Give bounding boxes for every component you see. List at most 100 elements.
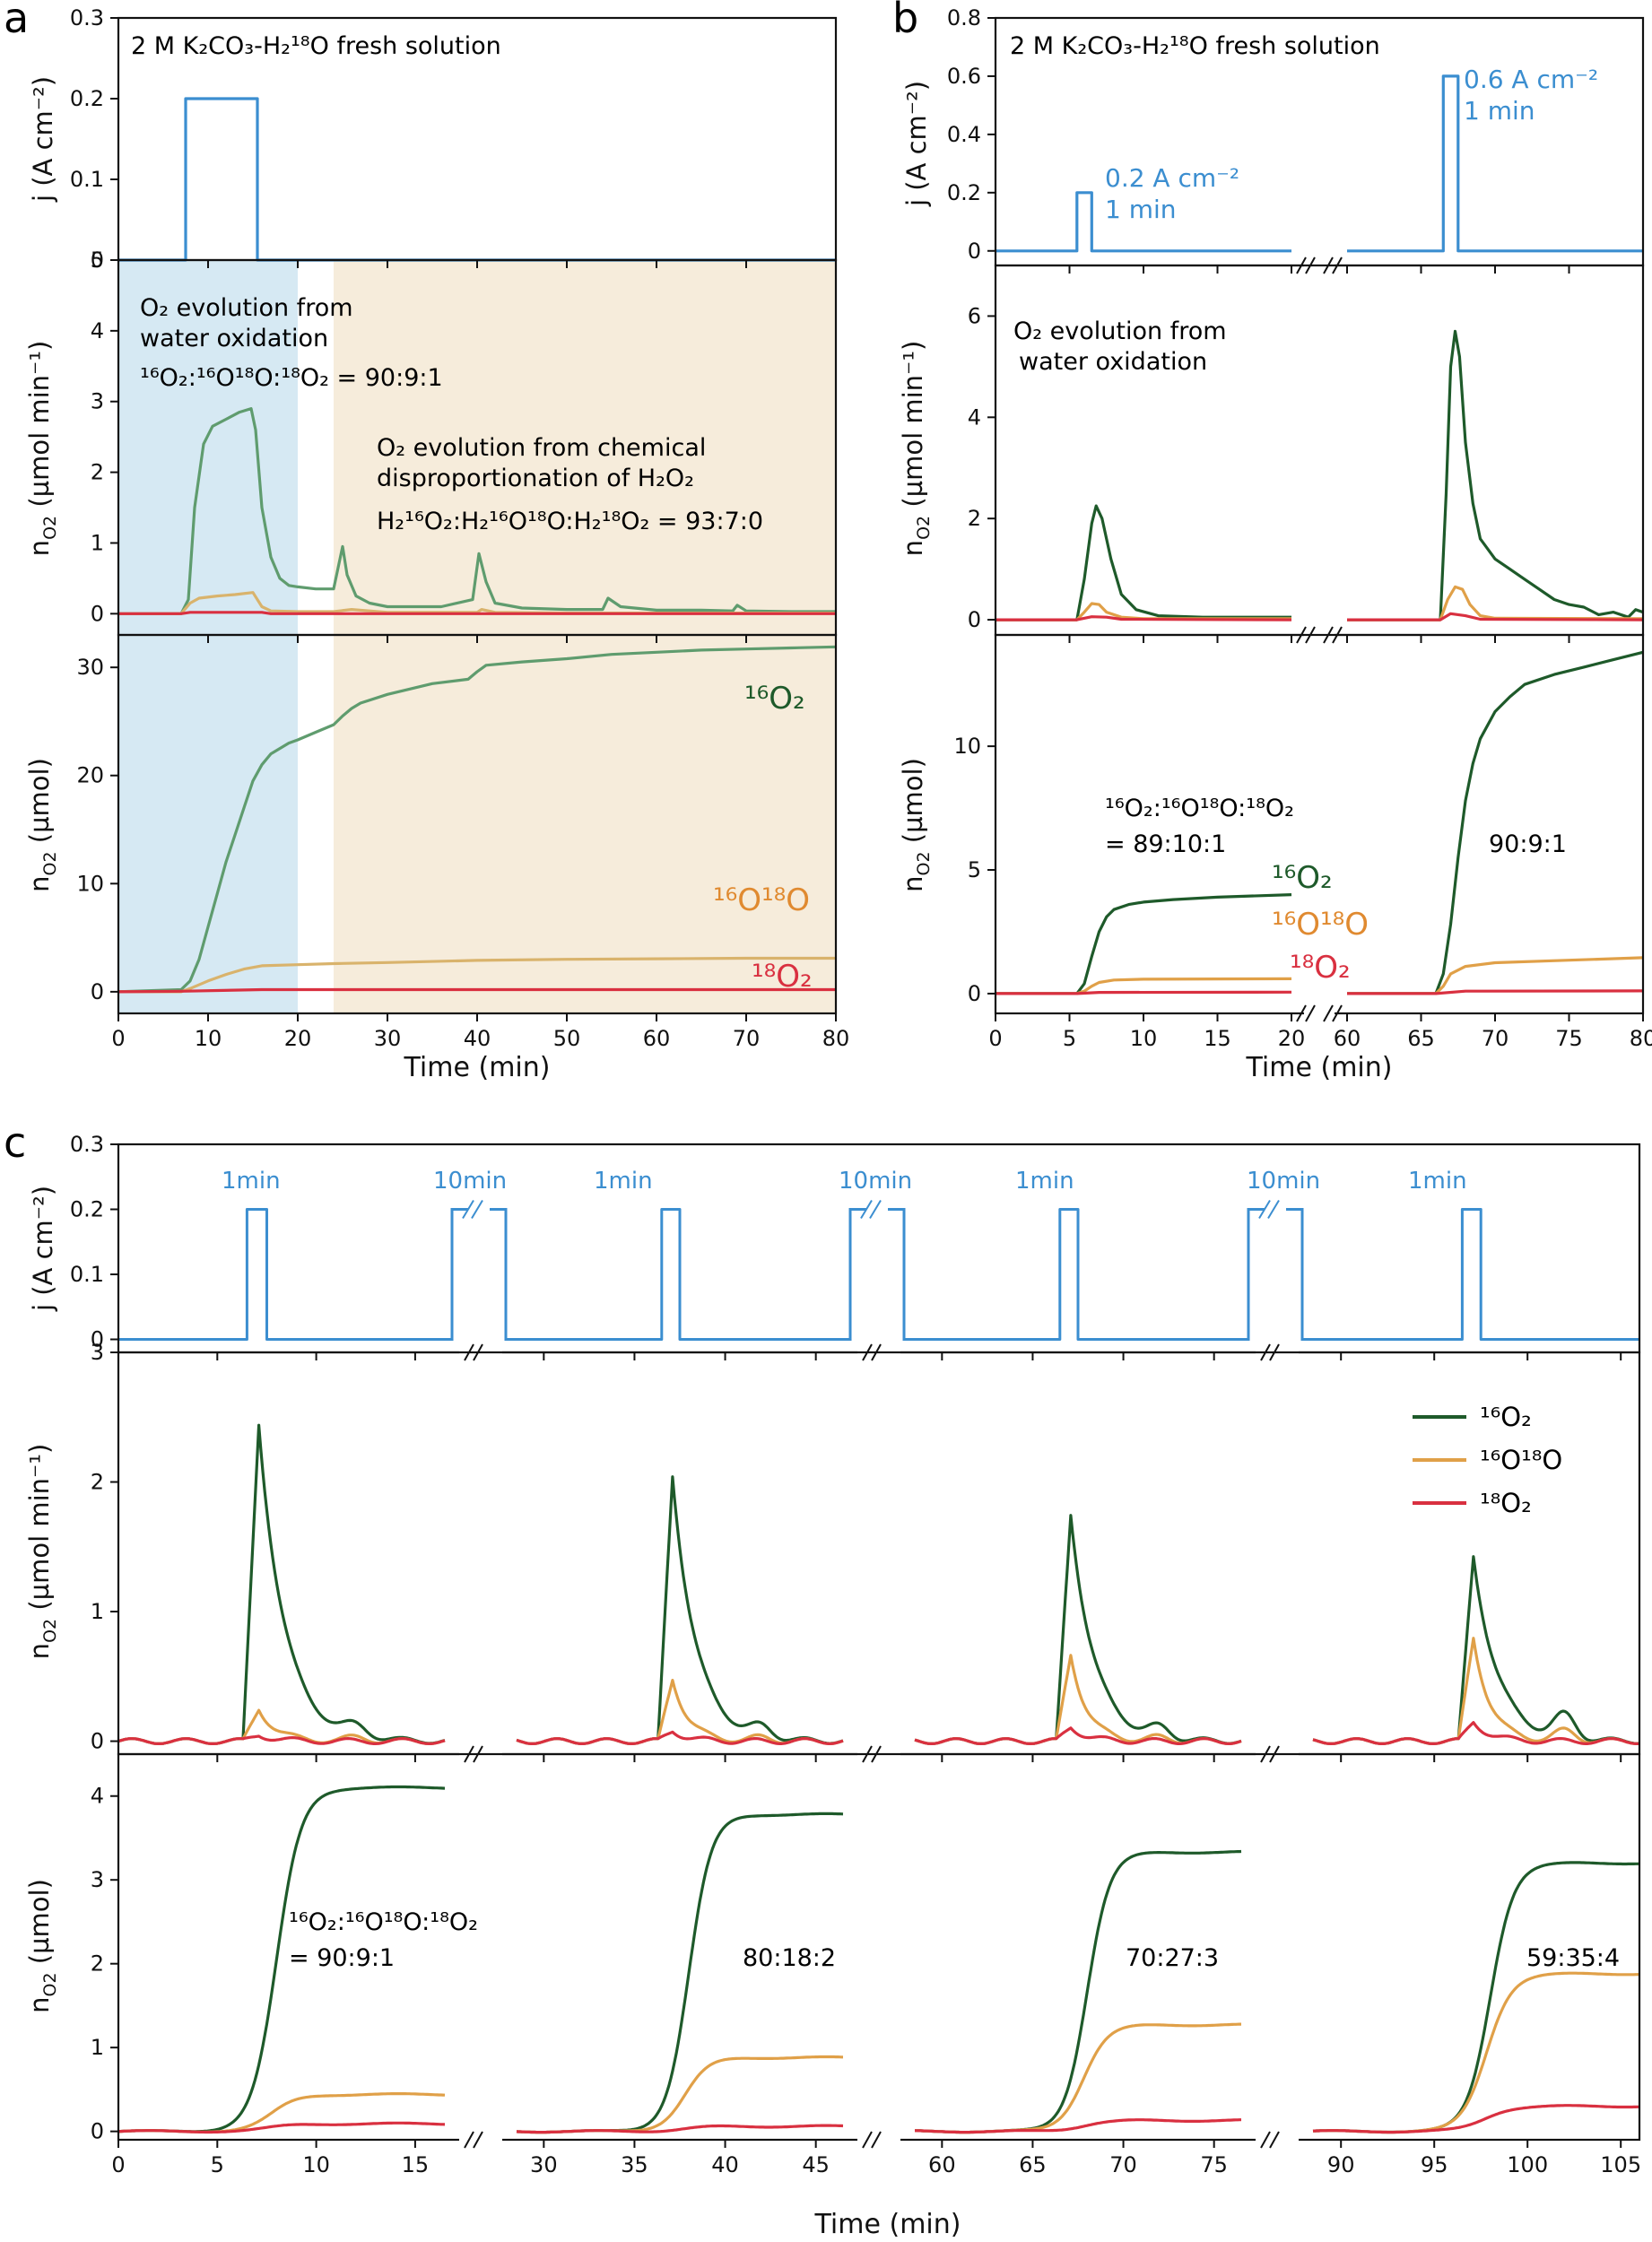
- data-series: [117, 74, 1644, 2134]
- legend-label-16O2: ¹⁶O₂: [1480, 1402, 1532, 1432]
- panel-c-rate-18O2-3: [1312, 1721, 1640, 1746]
- panel-b-j-y-tick-label: 0.6: [947, 64, 981, 89]
- panel-c-j-long-pulse-2: [1239, 1208, 1265, 1341]
- panel-c-rate-18O2-2: [914, 1726, 1242, 1746]
- panel-b-j-series-1: [1347, 74, 1643, 253]
- panel-a-water-ox-line2: water oxidation: [140, 325, 328, 352]
- panel-c-amount-break-mark: [473, 2131, 483, 2149]
- panel-c-j-long-pulse-break-2: [1267, 1199, 1280, 1220]
- panel-a-j-y-tick-label: 0.2: [70, 86, 104, 111]
- panel-b-amount-break-mark: [1296, 1004, 1307, 1022]
- panel-a-label-18O2: ¹⁸O₂: [752, 959, 813, 995]
- panel-c-rate-16O2-0: [117, 1423, 446, 1746]
- panel-b-j-y-tick-label: 0.2: [947, 180, 981, 205]
- panel-c-pulse-label-2: 10min: [433, 1168, 507, 1195]
- panel-c-amount-break-mark: [862, 2131, 873, 2149]
- panel-c-rate-y-tick-label: 3: [91, 1340, 104, 1365]
- panel-c-j-y-tick-label: 0.2: [70, 1197, 104, 1222]
- panel-c-amount-x2-tick-label: 75: [1200, 2152, 1228, 2177]
- panel-c-amount-break-mark: [1269, 2131, 1280, 2149]
- panel-b-rate-ylabel: nO2 (µmol min⁻¹): [898, 341, 934, 557]
- panel-c-j-long-pulse-break-2: [1258, 1199, 1271, 1220]
- panel-c-j-long-pulse-1: [841, 1208, 866, 1341]
- panel-a-region-chemical: [334, 260, 836, 1013]
- panel-c-amount-x3-tick-label: 105: [1600, 2152, 1641, 2177]
- panel-c-pulse-label-6: 10min: [1247, 1168, 1320, 1195]
- panel-b-solution-note: 2 M K₂CO₃-H₂¹⁸O fresh solution: [1010, 32, 1380, 60]
- panel-b-amount-x1-tick-label: 80: [1630, 1026, 1652, 1051]
- panel-b-pulse1-current: 0.2 A cm⁻²: [1105, 163, 1239, 193]
- panel-c-pulse-label-4: 10min: [839, 1168, 912, 1195]
- panel-b-amount-x1-tick-label: 75: [1555, 1026, 1583, 1051]
- panel-a-amount-x-tick-label: 0: [111, 1026, 125, 1051]
- panel-b-amount-break-gap: [1304, 1011, 1335, 1016]
- panel-b-label-16O18O: ¹⁶O¹⁸O: [1272, 907, 1369, 943]
- panel-c-rate-frame: [117, 1351, 1641, 1756]
- panel-b-amount-x1-tick-label: 65: [1407, 1026, 1435, 1051]
- panel-b-rate-y-tick-label: 2: [968, 506, 981, 531]
- panel-c-j-long-pulse-1: [888, 1208, 915, 1341]
- panel-a-chem-ratio: H₂¹⁶O₂:H₂¹⁶O¹⁸O:H₂¹⁸O₂ = 93:7:0: [377, 508, 763, 535]
- panel-c-j-long-pulse-break-1: [860, 1199, 873, 1220]
- panel-c-amount-y-tick-label: 0: [91, 2119, 104, 2144]
- panel-c-amount-16O2-3: [1312, 1861, 1640, 2134]
- panel-a-chem-line2: disproportionation of H₂O₂: [377, 465, 694, 492]
- panel-a-rate-ylabel: nO2 (µmol min⁻¹): [24, 341, 60, 557]
- panel-c-rate-16O18O-1: [516, 1678, 844, 1746]
- panel-c-ratio-1: = 90:9:1: [289, 1944, 395, 1972]
- panel-a-amount-x-tick-label: 10: [195, 1026, 222, 1051]
- panel-a-amount-y-tick-label: 20: [76, 763, 104, 788]
- panel-b-j-y-tick-label: 0.8: [947, 5, 981, 30]
- panel-a-water-ox-ratio: ¹⁶O₂:¹⁶O¹⁸O:¹⁸O₂ = 90:9:1: [140, 364, 443, 392]
- panel-a-label-16O2: ¹⁶O₂: [744, 681, 805, 717]
- panel-c-amount-y-tick-label: 2: [91, 1951, 104, 1977]
- panel-c-amount-x3-tick-label: 95: [1421, 2152, 1448, 2177]
- panel-a-amount-x-tick-label: 70: [733, 1026, 761, 1051]
- panel-c-amount-x3-tick-label: 100: [1507, 2152, 1548, 2177]
- panel-c-amount-16O2-0: [117, 1785, 446, 2133]
- panel-c-j-long-pulse-0: [443, 1208, 468, 1341]
- panel-letter-a: a: [4, 0, 29, 42]
- panel-a-rate-y-tick-label: 0: [91, 601, 104, 626]
- panel-c-j-pulse-3: [1313, 1208, 1639, 1341]
- panel-b-ratio-1: = 89:10:1: [1105, 830, 1226, 858]
- panel-c-j-long-pulse-0: [490, 1208, 517, 1341]
- panel-a-rate-y-tick-label: 5: [91, 248, 104, 273]
- panel-b-pulse1-duration: 1 min: [1105, 195, 1177, 224]
- panel-b-amount-x1-tick-label: 70: [1482, 1026, 1509, 1051]
- panel-c-j-pulse-1: [517, 1208, 843, 1341]
- panel-b-label-18O2: ¹⁸O₂: [1290, 950, 1351, 986]
- panel-c-amount-break-gap: [459, 2137, 502, 2142]
- panel-c-j-long-pulse-2: [1286, 1208, 1313, 1341]
- panel-c-rate-ylabel: nO2 (µmol min⁻¹): [24, 1444, 60, 1660]
- panel-c-amount-18O2-1: [516, 2124, 844, 2134]
- panel-c-amount-break-mark: [464, 2131, 474, 2149]
- panel-c-j-long-pulse-break-1: [869, 1199, 882, 1220]
- panel-c-amount-y-tick-label: 3: [91, 1867, 104, 1892]
- panel-c-amount-ylabel: nO2 (µmol): [24, 1879, 60, 2013]
- legend-label-16O18O: ¹⁶O¹⁸O: [1480, 1445, 1562, 1475]
- panel-c-pulse-label-7: 1min: [1408, 1168, 1467, 1195]
- panel-a-rate-y-tick-label: 4: [91, 318, 104, 343]
- panel-b-pulse2-duration: 1 min: [1464, 96, 1535, 126]
- panel-c-amount-x2-tick-label: 60: [928, 2152, 956, 2177]
- panel-c-rate-y-tick-label: 1: [91, 1599, 104, 1624]
- panel-a-j-y-tick-label: 0.3: [70, 5, 104, 30]
- panel-a-j-ylabel: j (A cm⁻²): [28, 76, 58, 203]
- panel-c-amount-x2-tick-label: 65: [1019, 2152, 1047, 2177]
- panel-a-rate-y-tick-label: 1: [91, 530, 104, 555]
- panel-a-rate-y-tick-label: 2: [91, 460, 104, 485]
- panel-b-rate-y-tick-label: 0: [968, 607, 981, 632]
- panel-a-j-y-tick-label: 0.1: [70, 167, 104, 192]
- panel-b-amount-x0-tick-label: 20: [1278, 1026, 1306, 1051]
- panel-a-amount-series-2: [117, 987, 836, 994]
- panel-c-amount-18O2-0: [117, 2121, 446, 2134]
- panel-c-amount-16O2-1: [516, 1812, 844, 2134]
- panel-a-amount-ylabel: nO2 (µmol): [24, 758, 60, 892]
- panel-b-amount-series-1: [1347, 650, 1644, 995]
- panel-a-amount-series-0: [117, 645, 837, 994]
- panel-b-amount-x0-tick-label: 5: [1063, 1026, 1076, 1051]
- panel-c-pulse-label-3: 1min: [594, 1168, 653, 1195]
- panel-c-amount-16O18O-1: [516, 2055, 843, 2134]
- panel-c-amount-x0-tick-label: 10: [302, 2152, 330, 2177]
